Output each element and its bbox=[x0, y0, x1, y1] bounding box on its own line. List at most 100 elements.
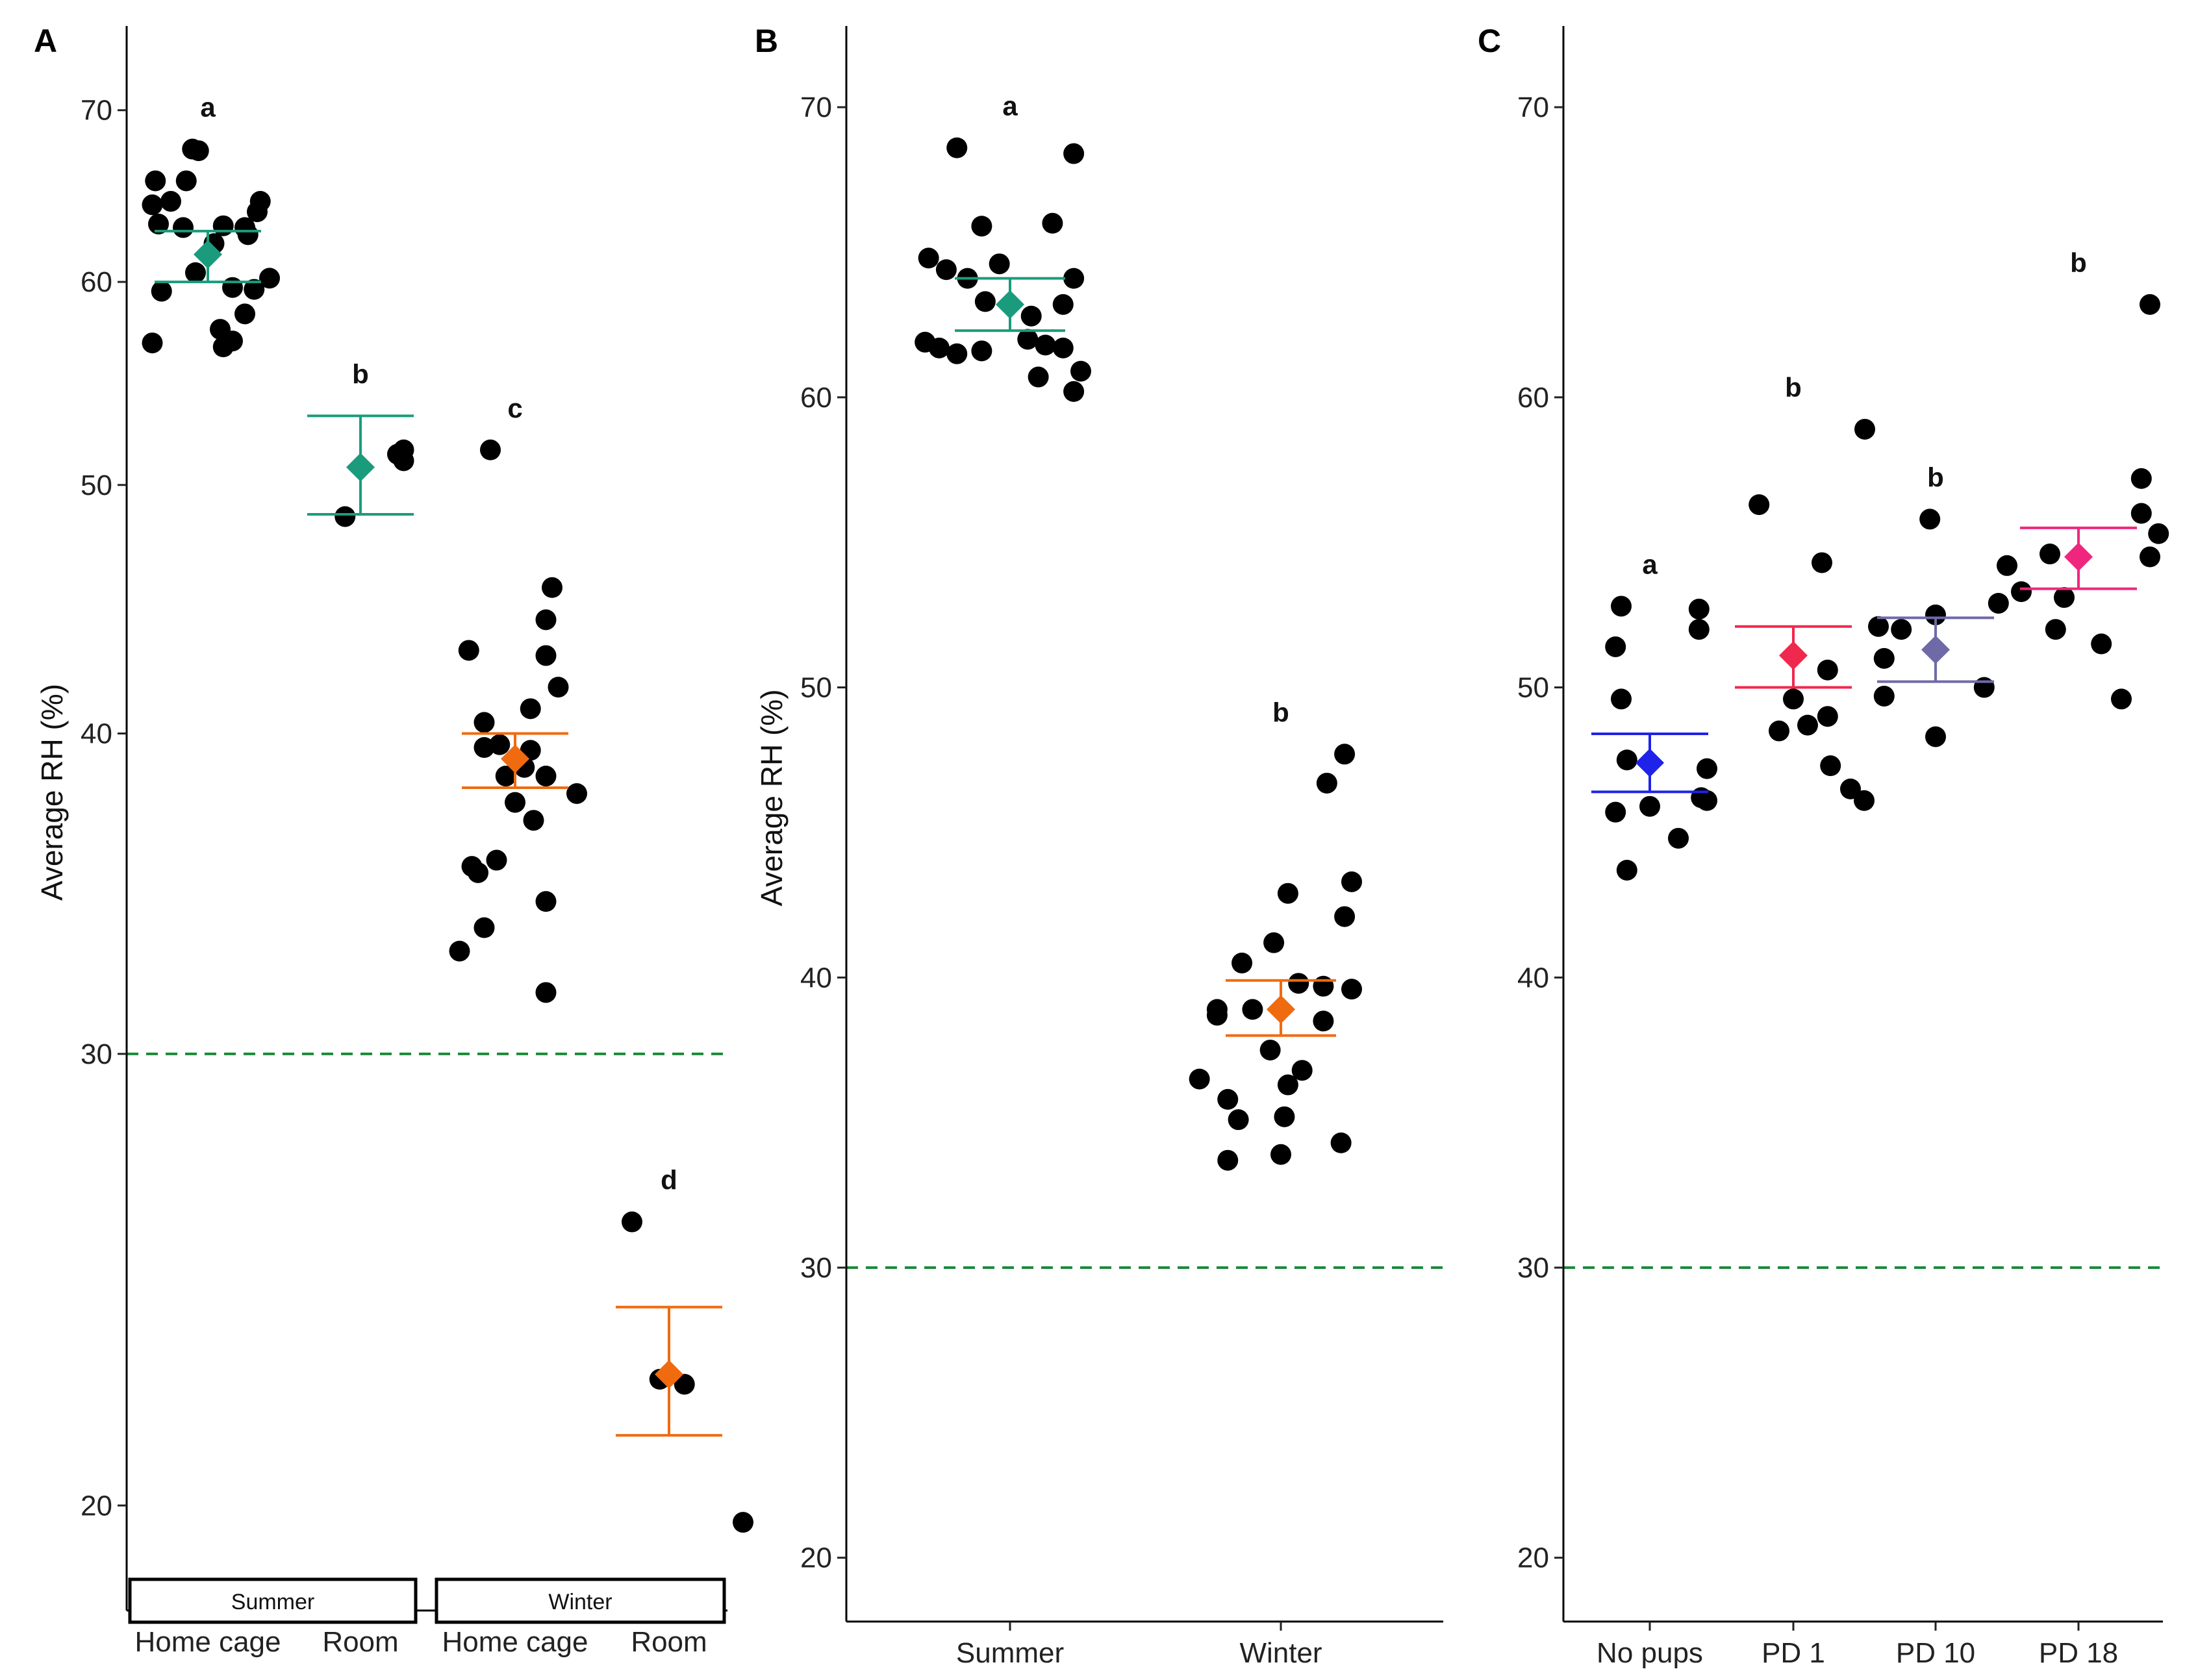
data-point bbox=[1925, 726, 1946, 747]
data-point bbox=[1840, 778, 1861, 799]
data-point bbox=[1017, 329, 1039, 350]
data-point bbox=[1919, 508, 1941, 530]
data-point bbox=[1341, 871, 1362, 892]
data-point bbox=[160, 191, 181, 212]
data-point bbox=[1854, 790, 1875, 811]
y-tick-label: 60 bbox=[800, 382, 832, 414]
data-point bbox=[1797, 714, 1818, 736]
data-point bbox=[1270, 1144, 1291, 1165]
data-point bbox=[1217, 1149, 1239, 1171]
x-tick-label: PD 1 bbox=[1762, 1637, 1825, 1669]
y-tick-label: 70 bbox=[1517, 92, 1549, 123]
data-point bbox=[222, 277, 243, 298]
significance-letter: a bbox=[1642, 549, 1658, 579]
data-point bbox=[523, 810, 544, 831]
data-point bbox=[151, 281, 172, 302]
data-point bbox=[1341, 979, 1362, 1000]
panel-letter: A bbox=[34, 23, 57, 59]
panel-c: C 20 30 40 50 60 70 No pups PD 1 PD 10 PD 18 a b b b bbox=[1478, 23, 2169, 1669]
data-point bbox=[2140, 294, 2160, 315]
y-tick-label: 40 bbox=[1517, 962, 1549, 994]
mean-diamond bbox=[1636, 748, 1664, 777]
facet-strip-label: Winter bbox=[548, 1590, 612, 1614]
data-point bbox=[244, 279, 265, 300]
data-point bbox=[1820, 755, 1841, 777]
data-point bbox=[175, 170, 197, 192]
data-point bbox=[1697, 758, 1717, 779]
data-point bbox=[542, 577, 562, 598]
data-point bbox=[1189, 1068, 1210, 1090]
data-point bbox=[535, 609, 557, 631]
x-tick-label: Home cage bbox=[442, 1626, 588, 1658]
data-point bbox=[142, 332, 163, 354]
data-point bbox=[237, 224, 259, 245]
data-point bbox=[2011, 581, 2032, 603]
data-point bbox=[1217, 1088, 1239, 1110]
y-tick-label: 30 bbox=[1517, 1252, 1549, 1284]
group-0: a bbox=[1591, 549, 1717, 881]
group-1: b bbox=[1189, 697, 1362, 1171]
data-point bbox=[2091, 633, 2112, 655]
data-point bbox=[1925, 604, 1946, 625]
data-point bbox=[929, 337, 950, 358]
y-axis-label: Average RH (%) bbox=[35, 684, 69, 901]
data-point bbox=[1070, 360, 1091, 382]
data-point bbox=[1616, 859, 1637, 881]
data-point bbox=[1854, 418, 1875, 440]
data-point bbox=[1611, 596, 1632, 617]
y-axis-label: Average RH (%) bbox=[755, 689, 789, 906]
data-point bbox=[2054, 587, 2075, 608]
data-point bbox=[1611, 688, 1632, 710]
data-point bbox=[2130, 468, 2152, 489]
y-tick-label: 50 bbox=[81, 470, 112, 501]
data-point bbox=[449, 940, 470, 962]
x-tick-label: Winter bbox=[1239, 1637, 1322, 1669]
y-tick-label: 60 bbox=[81, 266, 112, 298]
mean-diamond bbox=[501, 744, 529, 773]
significance-letter: c bbox=[507, 393, 522, 423]
mean-diamond bbox=[1779, 641, 1808, 670]
mean-diamond bbox=[2064, 542, 2093, 571]
data-point bbox=[474, 737, 495, 759]
data-point bbox=[971, 340, 992, 362]
data-point bbox=[173, 217, 194, 238]
data-point bbox=[1605, 801, 1626, 823]
data-point bbox=[212, 215, 234, 236]
data-point bbox=[474, 917, 495, 938]
significance-letter: b bbox=[1272, 697, 1289, 727]
data-point bbox=[1688, 619, 1710, 640]
data-point bbox=[1242, 999, 1263, 1020]
data-point bbox=[1668, 827, 1689, 849]
data-point bbox=[474, 712, 495, 733]
mean-diamond bbox=[1921, 635, 1950, 664]
data-point bbox=[1817, 706, 1838, 727]
data-point bbox=[1035, 334, 1056, 356]
data-point bbox=[1020, 305, 1042, 327]
data-point bbox=[674, 1373, 695, 1395]
data-point bbox=[1288, 973, 1309, 994]
mean-diamond bbox=[194, 240, 222, 269]
y-tick-label: 70 bbox=[81, 95, 112, 127]
data-point bbox=[393, 450, 414, 471]
data-point bbox=[566, 783, 587, 804]
data-point bbox=[2148, 523, 2169, 544]
data-point bbox=[1042, 212, 1063, 234]
data-point bbox=[946, 343, 968, 364]
mean-diamond bbox=[1267, 995, 1295, 1024]
data-point bbox=[1997, 555, 2017, 576]
data-point bbox=[1891, 619, 1912, 640]
data-point bbox=[2040, 544, 2060, 565]
x-tick-label: Room bbox=[631, 1626, 707, 1658]
data-point bbox=[486, 849, 507, 871]
y-tick-label: 50 bbox=[1517, 672, 1549, 704]
y-tick-label: 30 bbox=[800, 1252, 832, 1284]
mean-diamond bbox=[655, 1360, 683, 1389]
significance-letter: b bbox=[352, 358, 369, 389]
data-point bbox=[1639, 796, 1660, 817]
data-point bbox=[622, 1211, 642, 1233]
data-point bbox=[1274, 1106, 1295, 1127]
group-3: d bbox=[616, 1165, 753, 1533]
data-point bbox=[1688, 598, 1710, 620]
panel-letter: B bbox=[755, 23, 778, 59]
